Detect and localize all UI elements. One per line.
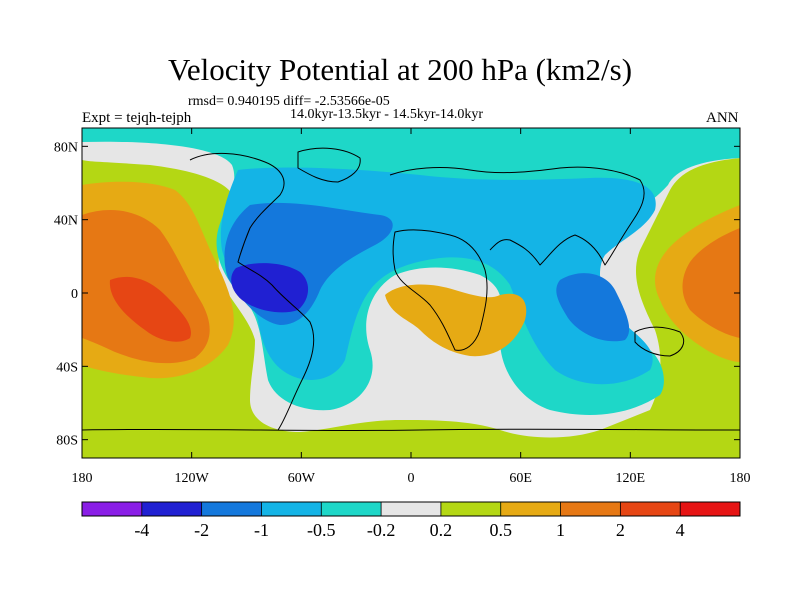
colorbar-box [261, 502, 323, 516]
indian-ocean-negative-lobe [556, 273, 630, 342]
x-tick-label: 180 [72, 471, 93, 486]
x-tick-label: 0 [408, 471, 415, 486]
africa-positive-lobe [385, 284, 527, 357]
greenland-coastline [297, 147, 361, 183]
rmsd-stats: rmsd= 0.940195 diff= -2.53566e-05 [188, 94, 390, 109]
experiment-label: Expt = tejqh-tejph [82, 110, 192, 126]
y-tick-label: 40S [56, 360, 78, 375]
antarctica-coastline [82, 428, 740, 432]
plot-title: Velocity Potential at 200 hPa (km2/s) [167, 52, 633, 87]
x-tick-label: 60E [509, 471, 532, 486]
pacific-positive-maximum [109, 276, 191, 342]
colorbar-box [440, 502, 502, 516]
x-tick-label: 120W [175, 471, 210, 486]
contour-field [82, 128, 740, 458]
colorbar-level-label: -4 [134, 520, 150, 540]
axis-ticks [81, 128, 741, 458]
colorbar-box [380, 502, 442, 516]
colorbar-box [320, 502, 382, 516]
australia-coastline [634, 326, 685, 357]
west-pacific-positive-core [682, 228, 740, 338]
colorbar-box [679, 502, 740, 516]
colorbar-level-label: -0.2 [366, 520, 396, 540]
season-label: ANN [706, 110, 739, 126]
colorbar [82, 502, 740, 516]
y-tick-label: 0 [71, 287, 78, 302]
y-tick-label: 80N [54, 140, 78, 155]
americas-coastline [189, 152, 315, 431]
colorbar-level-label: -1 [253, 520, 269, 540]
colorbar-box [619, 502, 682, 516]
x-tick-label: 120E [616, 471, 646, 486]
colorbar-level-label: -2 [194, 520, 210, 540]
colorbar-frame [81, 501, 741, 517]
axis-tick-labels: 180 120W 60W 0 60E 120E 180 80N 40N 0 40S 80S [54, 140, 751, 486]
colorbar-level-label: 0.2 [429, 520, 453, 540]
colorbar-labels: -4 -2 -1 -0.5 -0.2 0.2 0.5 1 2 4 [0, 520, 800, 544]
x-tick-label: 60W [288, 471, 316, 486]
colorbar-box [82, 502, 143, 516]
x-tick-label: 180 [730, 471, 751, 486]
coastlines [82, 147, 740, 432]
y-tick-label: 80S [56, 434, 78, 449]
colorbar-box [500, 502, 562, 516]
y-tick-label: 40N [54, 214, 78, 229]
colorbar-box [141, 502, 203, 516]
colorbar-level-label: -0.5 [307, 520, 336, 540]
colorbar-level-label: 0.5 [489, 520, 512, 540]
colorbar-level-label: 2 [615, 520, 625, 540]
africa-coastline [392, 229, 488, 351]
colorbar-box [201, 502, 263, 516]
colorbar-box [560, 502, 622, 516]
colorbar-level-label: 1 [556, 520, 566, 540]
strong-negative-center [231, 263, 309, 313]
colorbar-level-label: 4 [675, 520, 685, 540]
period-label: 14.0kyr-13.5kyr - 14.5kyr-14.0kyr [290, 107, 484, 122]
eurasia-coastline [389, 166, 645, 266]
